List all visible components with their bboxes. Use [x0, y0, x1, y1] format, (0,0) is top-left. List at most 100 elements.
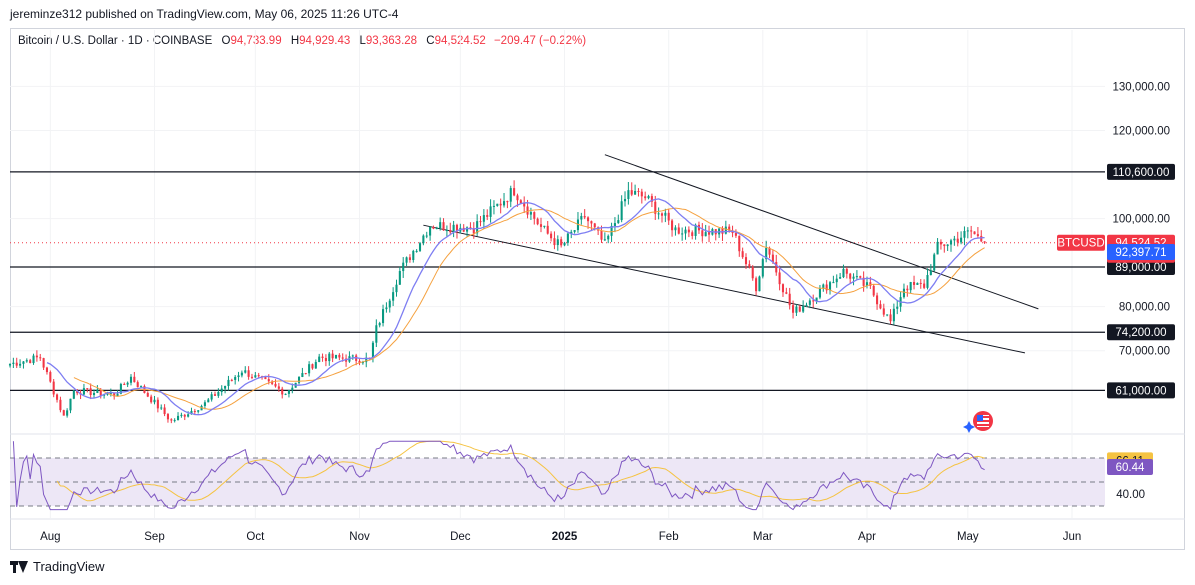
- candle-body: [798, 306, 801, 312]
- candle-body: [802, 305, 805, 312]
- candle-body: [691, 232, 694, 236]
- candle-body: [180, 414, 183, 416]
- candle-body: [230, 379, 233, 381]
- candle-body: [284, 393, 287, 395]
- candle-body: [694, 224, 697, 236]
- candle-body: [304, 373, 307, 375]
- candle-body: [617, 220, 620, 224]
- candle-body: [970, 230, 973, 232]
- candle-body: [119, 384, 122, 394]
- candle-body: [704, 232, 707, 237]
- candle-body: [839, 277, 842, 279]
- candle-body: [398, 271, 401, 285]
- open-value: 94,733.99: [230, 35, 282, 47]
- candle-body: [667, 212, 670, 221]
- candle-body: [314, 362, 317, 369]
- candle-body: [435, 227, 438, 229]
- candle-body: [123, 384, 126, 386]
- candle-body: [640, 191, 643, 197]
- candle-body: [25, 360, 28, 362]
- candle-body: [788, 293, 791, 306]
- candle-body: [946, 244, 949, 247]
- candle-body: [795, 306, 798, 313]
- rsi-ma-tag: 60.44: [1116, 462, 1145, 474]
- candle-body: [72, 390, 75, 399]
- candle-body: [671, 220, 674, 231]
- candle-body: [593, 223, 596, 228]
- candle-body: [768, 247, 771, 255]
- candle-body: [825, 284, 828, 291]
- candle-body: [412, 250, 415, 261]
- candle-body: [365, 357, 368, 363]
- candle-body: [852, 276, 855, 279]
- sparkle-icon: [963, 421, 975, 433]
- candle-body: [644, 196, 647, 199]
- rsi-line: [12, 440, 985, 511]
- candle-body: [338, 354, 341, 358]
- candle-body: [96, 389, 99, 393]
- candle-body: [835, 278, 838, 283]
- candle-body: [422, 235, 425, 244]
- candle-body: [748, 264, 751, 267]
- candle-body: [909, 282, 912, 291]
- candle-body: [173, 420, 176, 422]
- candle-body: [499, 203, 502, 206]
- candle-body: [150, 396, 153, 403]
- candle-body: [42, 358, 45, 368]
- open-label: O: [221, 35, 231, 47]
- candle-body: [207, 399, 210, 403]
- candle-body: [580, 216, 583, 220]
- candle-body: [321, 356, 324, 358]
- candle-body: [513, 188, 516, 196]
- ma-fast-line: [46, 198, 985, 416]
- candle-body: [879, 304, 882, 309]
- rsi-lines: [12, 440, 985, 511]
- candle-body: [765, 247, 768, 260]
- candle-body: [815, 297, 818, 302]
- candle-body: [620, 201, 623, 221]
- candle-body: [949, 240, 953, 245]
- candle-body: [744, 257, 748, 265]
- candle-body: [324, 357, 327, 362]
- candle-body: [237, 375, 240, 378]
- chart-frame: [10, 28, 1185, 550]
- candle-body: [902, 288, 906, 298]
- candle-body: [382, 309, 385, 324]
- candle-body: [166, 414, 169, 420]
- candle-body: [163, 407, 166, 415]
- candle-body: [882, 308, 885, 315]
- candle-body: [607, 235, 610, 240]
- candle-body: [506, 201, 509, 203]
- candle-body: [728, 226, 731, 231]
- candle-body: [19, 363, 22, 366]
- candle-body: [563, 242, 566, 246]
- candle-body: [630, 190, 633, 195]
- candle-body: [52, 381, 55, 395]
- candle-body: [472, 228, 475, 234]
- flag-stripe: [977, 424, 989, 426]
- candle-body: [432, 226, 435, 229]
- candle-body: [425, 235, 428, 237]
- candle-body: [684, 229, 687, 234]
- candle-body: [812, 300, 815, 302]
- trendline-upper: [604, 154, 1039, 310]
- flag-icon[interactable]: [963, 411, 993, 433]
- candle-body: [724, 226, 727, 234]
- candle-body: [738, 235, 741, 252]
- ma-value-tag: 92,397.71: [1115, 247, 1166, 259]
- candle-body: [919, 282, 922, 284]
- candle-body: [160, 407, 163, 409]
- candle-body: [408, 257, 411, 261]
- x-tick-label: Aug: [40, 531, 60, 543]
- candle-body: [99, 389, 102, 396]
- candle-body: [32, 355, 35, 364]
- candle-body: [734, 233, 737, 236]
- candle-body: [566, 233, 569, 243]
- candle-body: [116, 393, 119, 397]
- candle-body: [234, 377, 237, 380]
- candle-body: [170, 419, 173, 421]
- candle-body: [281, 388, 284, 395]
- candle-body: [906, 288, 909, 291]
- candle-body: [778, 272, 781, 285]
